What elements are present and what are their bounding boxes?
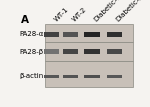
Text: A: A	[21, 15, 29, 25]
Text: WT-2: WT-2	[72, 6, 88, 23]
Bar	[63, 32, 78, 36]
Bar	[106, 49, 122, 54]
Bar	[84, 49, 100, 54]
Bar	[63, 49, 78, 54]
Bar	[45, 61, 133, 87]
Text: β-actin: β-actin	[19, 73, 44, 79]
Text: Diabetic-1: Diabetic-1	[93, 0, 123, 23]
Bar	[45, 42, 133, 61]
Bar	[106, 32, 122, 36]
Text: PA28-α: PA28-α	[19, 31, 44, 37]
Bar	[106, 75, 122, 78]
Bar	[44, 49, 59, 54]
Bar	[44, 75, 59, 78]
Text: PA28-β: PA28-β	[19, 49, 44, 55]
Bar	[84, 75, 100, 78]
Bar	[84, 32, 100, 36]
Bar	[63, 75, 78, 78]
Bar	[45, 24, 133, 42]
Bar	[44, 32, 59, 36]
Text: Diabetic-2: Diabetic-2	[115, 0, 145, 23]
Text: WT-1: WT-1	[53, 6, 70, 23]
